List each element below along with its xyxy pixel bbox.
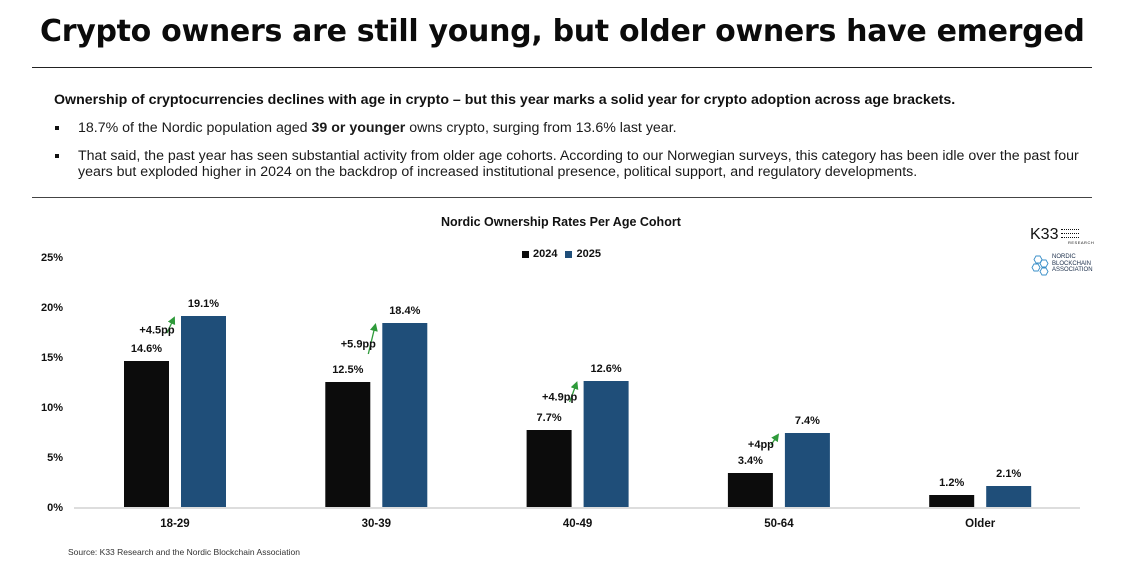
y-tick-label: 10%	[41, 402, 63, 414]
data-label: 12.6%	[590, 363, 621, 375]
x-tick-label: 18-29	[160, 518, 189, 530]
bullet-marker	[55, 154, 59, 158]
nba-logo-text: NORDIC BLOCKCHAIN ASSOCIATION	[1052, 254, 1093, 274]
change-annotation: +5.9pp	[341, 339, 376, 351]
data-label: 3.4%	[738, 455, 763, 467]
bullet1-text-bold: 39 or younger	[311, 120, 406, 136]
bar-2024	[929, 495, 975, 507]
bullet-list: 18.7% of the Nordic population aged 39 o…	[54, 120, 1094, 192]
legend-item-2025: 2025	[565, 248, 601, 260]
data-label: 7.4%	[795, 415, 820, 427]
data-label: 14.6%	[131, 343, 162, 355]
bar-2025	[583, 381, 629, 507]
y-tick-label: 25%	[41, 252, 63, 264]
y-tick-label: 5%	[47, 452, 63, 464]
bar-2025	[986, 486, 1032, 507]
change-arrow-icon	[568, 381, 579, 403]
legend-item-2024: 2024	[522, 248, 557, 260]
legend-swatch-2025	[565, 250, 573, 258]
source-note: Source: K33 Research and the Nordic Bloc…	[68, 547, 300, 557]
chart-title: Nordic Ownership Rates Per Age Cohort	[441, 215, 681, 229]
section-divider	[32, 197, 1092, 198]
x-tick-label: 50-64	[764, 518, 794, 530]
nba-logo-line: BLOCKCHAIN	[1052, 260, 1092, 267]
data-label: 1.2%	[939, 477, 964, 489]
change-annotation: +4.9pp	[542, 392, 577, 404]
bullet-marker	[55, 126, 59, 130]
bullet1-text-end: owns crypto, surging from 13.6% last yea…	[405, 120, 677, 136]
data-label: 7.7%	[537, 412, 562, 424]
change-arrow-icon	[770, 433, 780, 446]
bullet2-text: That said, the past year has seen substa…	[78, 148, 1079, 180]
legend-label-2024: 2024	[533, 248, 558, 260]
bar-2025	[181, 316, 226, 507]
nordic-blockchain-association-logo: NORDIC BLOCKCHAIN ASSOCIATION	[1030, 254, 1094, 284]
x-tick-label: Older	[965, 518, 996, 530]
nba-logo-line: ASSOCIATION	[1052, 267, 1093, 273]
y-tick-label: 15%	[41, 352, 63, 364]
hexagon-logo-icon	[1031, 255, 1049, 276]
y-tick-label: 0%	[47, 502, 63, 514]
data-label: 2.1%	[996, 468, 1021, 480]
bar-2024	[526, 430, 572, 507]
chart-plot-area: 0% 5% 10% 15% 20% 25% 14.6% 19.1% 18-29 +4.5pp 12.…	[41, 252, 1080, 530]
change-annotation: +4pp	[748, 439, 774, 451]
change-annotation: +4.5pp	[139, 325, 174, 337]
bar-2025	[784, 433, 830, 507]
k33-logo-subtext: RESEARCH	[1068, 240, 1095, 245]
k33-logo: K33 RESEARCH	[1030, 226, 1094, 245]
title-divider	[32, 67, 1092, 68]
k33-logo-mark	[1061, 229, 1080, 240]
data-label: 19.1%	[188, 298, 219, 310]
legend-swatch-2024	[522, 250, 529, 258]
bar-2024	[124, 361, 169, 507]
bar-2024	[325, 382, 371, 507]
chart-legend: 2024 2025	[522, 248, 601, 260]
k33-logo-text: K33	[1030, 226, 1059, 243]
change-arrow-icon	[166, 316, 176, 334]
bullet-item: That said, the past year has seen substa…	[54, 148, 1094, 180]
x-tick-label: 40-49	[563, 518, 592, 530]
page-title: Crypto owners are still young, but older…	[40, 14, 1085, 49]
bullet-item: 18.7% of the Nordic population aged 39 o…	[54, 120, 1094, 136]
y-tick-label: 20%	[41, 302, 63, 314]
change-arrow-icon	[367, 323, 378, 355]
nba-logo-line: NORDIC	[1052, 254, 1076, 260]
bar-2025	[382, 323, 428, 507]
bullet1-text-start: 18.7% of the Nordic population aged	[78, 120, 312, 136]
x-tick-label: 30-39	[362, 518, 391, 530]
intro-text: Ownership of cryptocurrencies declines w…	[54, 92, 956, 108]
bar-2024	[727, 473, 773, 507]
legend-label-2025: 2025	[576, 248, 601, 260]
data-label: 12.5%	[332, 364, 363, 376]
data-label: 18.4%	[389, 305, 420, 317]
